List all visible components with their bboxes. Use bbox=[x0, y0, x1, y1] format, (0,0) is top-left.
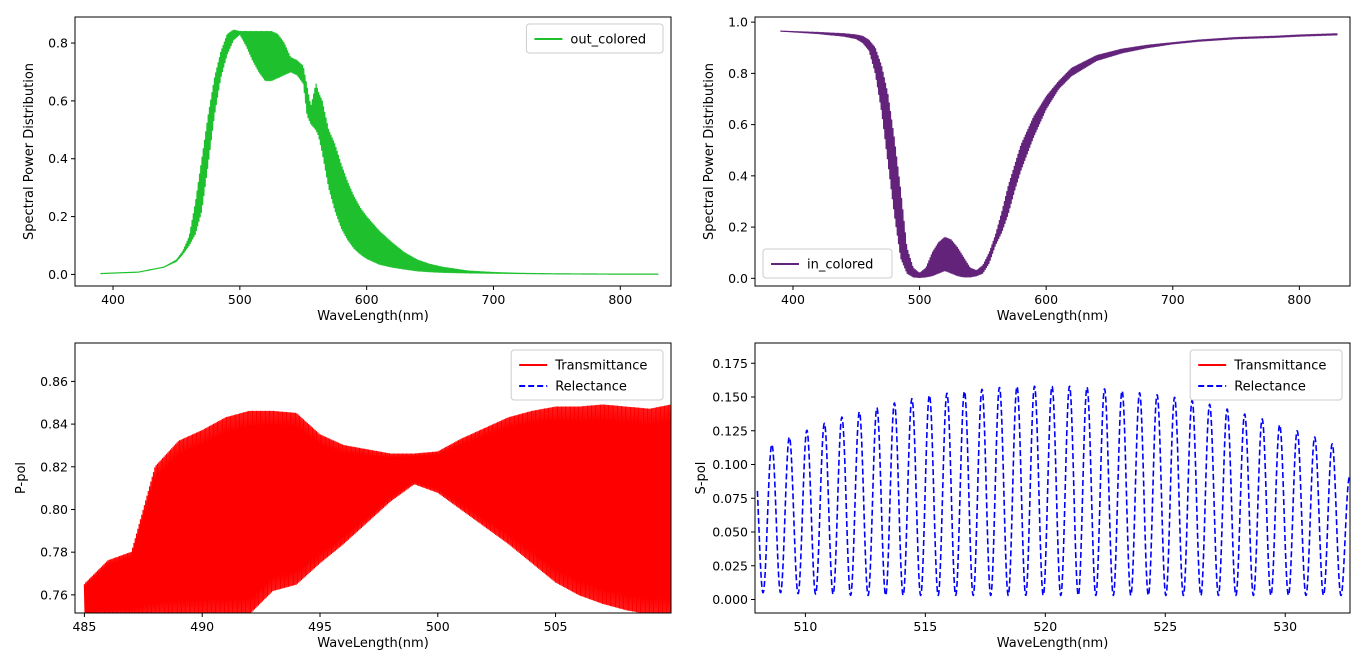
y-tick-label: 0.6 bbox=[728, 117, 748, 132]
x-tick-label: 400 bbox=[101, 292, 125, 307]
y-tick-label: 0.2 bbox=[728, 220, 748, 235]
y-tick-label: 0.0 bbox=[728, 271, 748, 286]
y-axis-label: S-pol bbox=[694, 462, 709, 495]
series-line-transmittance bbox=[83, 404, 671, 613]
series-line-out-colored bbox=[100, 29, 659, 275]
legend: Transmittance Relectance bbox=[510, 349, 664, 401]
axes-frame bbox=[754, 342, 1351, 614]
x-axis-label: WaveLength(nm) bbox=[317, 636, 429, 651]
y-tick-label: 0.6 bbox=[48, 93, 68, 108]
plot-area bbox=[83, 404, 671, 613]
axes-frame bbox=[754, 16, 1351, 287]
legend: in_colored bbox=[762, 248, 893, 279]
y-tick-label: 0.82 bbox=[40, 459, 68, 474]
y-tick-label: 0.150 bbox=[712, 390, 748, 405]
legend-label: out_colored bbox=[570, 33, 646, 48]
y-tick-label: 0.025 bbox=[712, 558, 748, 573]
y-tick-label: 0.175 bbox=[712, 356, 748, 371]
y-tick-label: 0.100 bbox=[712, 457, 748, 472]
y-axis-label: P-pol bbox=[14, 462, 29, 494]
y-tick-label: 0.86 bbox=[40, 374, 68, 389]
y-tick-label: 0.80 bbox=[40, 502, 68, 517]
y-tick-label: 0.075 bbox=[712, 491, 748, 506]
x-tick-label: 520 bbox=[1033, 619, 1057, 634]
chart-panel-1: 400 500 600 700 800 0.0 0.2 0.4 0.6 0.8 WaveLength… bbox=[22, 16, 672, 324]
x-tick-label: 500 bbox=[908, 292, 932, 307]
x-tick-label: 600 bbox=[355, 292, 379, 307]
plot-area bbox=[756, 385, 1350, 597]
y-tick-label: 0.0 bbox=[48, 267, 68, 282]
legend-label: Relectance bbox=[555, 380, 627, 395]
y-tick-label: 0.84 bbox=[40, 417, 68, 432]
x-tick-label: 800 bbox=[608, 292, 632, 307]
chart-panel-4: 510 515 520 525 530 0.000 0.025 0.050 0.075 0.100… bbox=[694, 342, 1351, 651]
x-tick-label: 400 bbox=[781, 292, 805, 307]
x-axis-label: WaveLength(nm) bbox=[997, 636, 1109, 651]
legend: Transmittance Relectance bbox=[1189, 349, 1343, 401]
y-tick-label: 0.000 bbox=[712, 592, 748, 607]
plot-area bbox=[780, 30, 1338, 279]
legend: out_colored bbox=[525, 23, 664, 54]
series-line-relectance bbox=[756, 385, 1350, 597]
y-tick-label: 0.8 bbox=[728, 66, 748, 81]
y-tick-label: 0.4 bbox=[48, 151, 68, 166]
x-tick-label: 500 bbox=[426, 619, 450, 634]
x-tick-label: 485 bbox=[72, 619, 96, 634]
series-line-in-colored bbox=[780, 30, 1338, 279]
chart-panel-3: 485 490 495 500 505 0.76 0.78 0.80 0.82 0.84 0.86 W… bbox=[14, 342, 672, 651]
legend-box bbox=[762, 248, 893, 279]
y-tick-label: 0.2 bbox=[48, 209, 68, 224]
legend-label: Transmittance bbox=[1233, 359, 1326, 374]
x-tick-label: 490 bbox=[190, 619, 214, 634]
y-tick-label: 0.76 bbox=[40, 587, 68, 602]
legend-box bbox=[1189, 349, 1343, 401]
legend-label: in_colored bbox=[807, 258, 873, 273]
y-tick-label: 0.050 bbox=[712, 525, 748, 540]
y-tick-label: 1.0 bbox=[728, 15, 748, 30]
y-axis-label: Spectral Power Distribution bbox=[22, 63, 37, 240]
x-tick-label: 600 bbox=[1034, 292, 1058, 307]
y-tick-label: 0.4 bbox=[728, 168, 748, 183]
x-tick-label: 505 bbox=[544, 619, 568, 634]
legend-box bbox=[510, 349, 664, 401]
x-tick-label: 510 bbox=[793, 619, 817, 634]
chart-panel-2: 400 500 600 700 800 0.0 0.2 0.4 0.6 0.8 1.0 WaveLen… bbox=[702, 15, 1351, 324]
x-axis-label: WaveLength(nm) bbox=[317, 309, 429, 324]
y-axis-label: Spectral Power Distribution bbox=[702, 63, 717, 240]
axes-frame bbox=[74, 342, 672, 614]
x-tick-label: 700 bbox=[1161, 292, 1185, 307]
x-tick-label: 800 bbox=[1287, 292, 1311, 307]
y-tick-label: 0.125 bbox=[712, 423, 748, 438]
x-axis-label: WaveLength(nm) bbox=[997, 309, 1109, 324]
plot-area bbox=[100, 29, 659, 275]
x-tick-label: 495 bbox=[308, 619, 332, 634]
axes-frame bbox=[74, 16, 672, 287]
x-tick-label: 700 bbox=[482, 292, 506, 307]
x-tick-label: 530 bbox=[1273, 619, 1297, 634]
x-tick-label: 515 bbox=[913, 619, 937, 634]
legend-label: Relectance bbox=[1234, 380, 1306, 395]
y-tick-label: 0.8 bbox=[48, 36, 68, 51]
x-tick-label: 525 bbox=[1153, 619, 1177, 634]
x-tick-label: 500 bbox=[228, 292, 252, 307]
legend-label: Transmittance bbox=[554, 359, 647, 374]
y-tick-label: 0.78 bbox=[40, 545, 68, 560]
legend-box bbox=[525, 23, 664, 54]
